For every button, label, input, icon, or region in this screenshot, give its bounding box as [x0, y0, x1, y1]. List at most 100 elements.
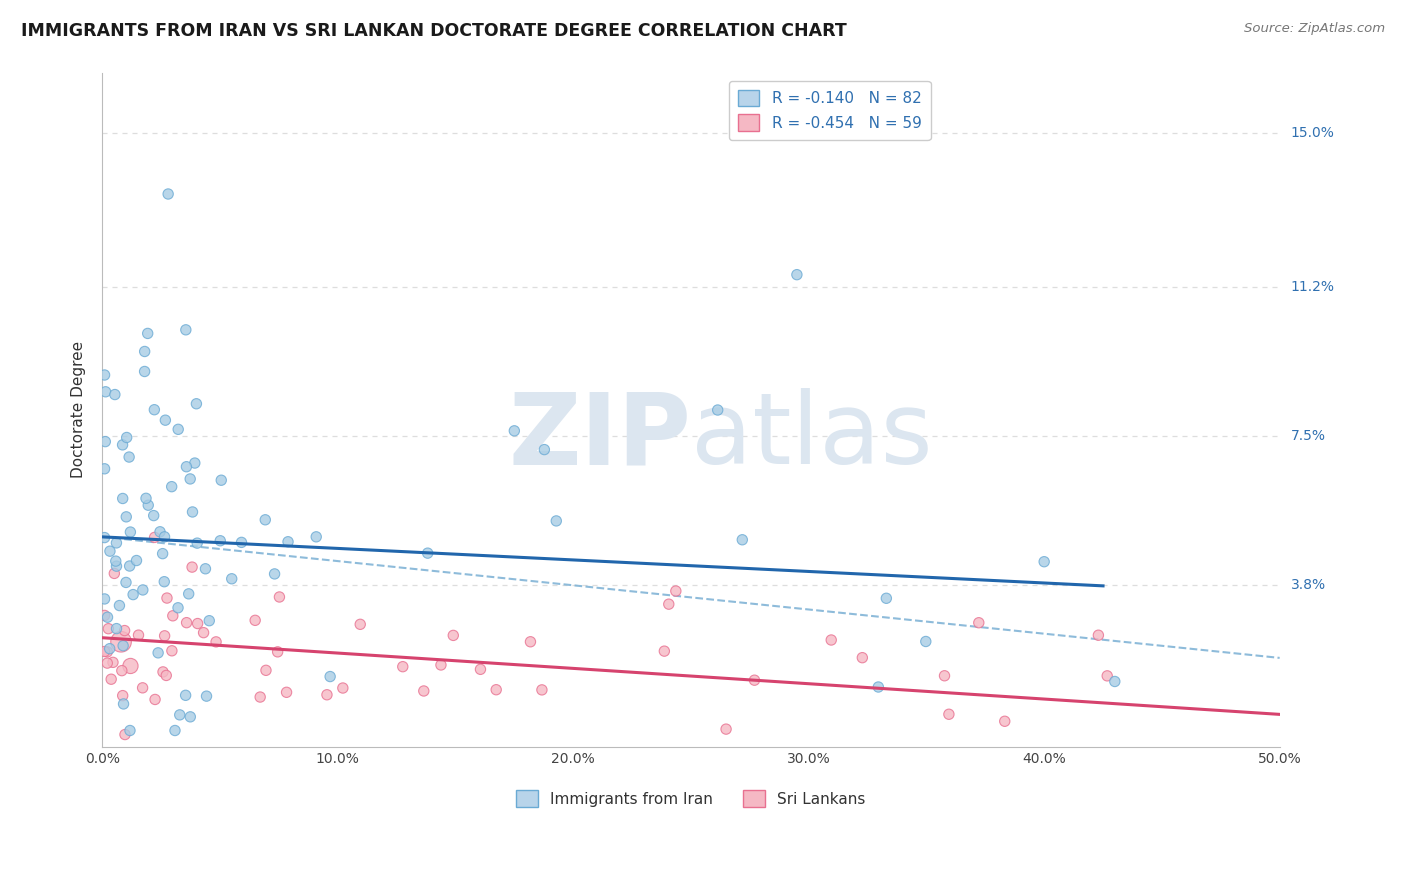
Point: [118, 559, 141, 574]
Point: [105, 536, 128, 550]
Point: [1104, 674, 1126, 689]
Point: [533, 442, 555, 457]
Point: [108, 599, 131, 613]
Point: [120, 659, 142, 673]
Point: [110, 634, 132, 648]
Point: [94, 434, 117, 449]
Point: [441, 628, 464, 642]
Point: [112, 697, 135, 711]
Point: [209, 533, 232, 548]
Point: [153, 574, 176, 589]
Point: [96, 656, 118, 670]
Point: [93, 531, 115, 545]
Text: atlas: atlas: [690, 388, 932, 485]
Point: [96, 645, 118, 659]
Point: [162, 608, 184, 623]
Point: [519, 634, 541, 648]
Point: [316, 688, 339, 702]
Point: [146, 646, 169, 660]
Point: [115, 430, 138, 444]
Point: [104, 554, 127, 568]
Point: [125, 553, 148, 567]
Point: [118, 723, 141, 738]
Point: [820, 632, 842, 647]
Point: [1033, 555, 1056, 569]
Point: [149, 524, 172, 539]
Point: [153, 530, 176, 544]
Point: [97, 622, 120, 636]
Point: [412, 684, 434, 698]
Point: [194, 562, 217, 576]
Point: [731, 533, 754, 547]
Point: [868, 680, 890, 694]
Point: [103, 566, 125, 581]
Point: [115, 575, 138, 590]
Point: [153, 629, 176, 643]
Point: [875, 591, 897, 606]
Point: [111, 689, 134, 703]
Point: [994, 714, 1017, 729]
Point: [665, 584, 688, 599]
Point: [305, 530, 328, 544]
Text: Source: ZipAtlas.com: Source: ZipAtlas.com: [1244, 22, 1385, 36]
Point: [136, 326, 159, 341]
Point: [131, 681, 153, 695]
Point: [132, 582, 155, 597]
Point: [94, 384, 117, 399]
Point: [470, 662, 492, 676]
Point: [98, 544, 121, 558]
Point: [105, 622, 128, 636]
Point: [186, 397, 208, 411]
Point: [93, 608, 115, 623]
Point: [744, 673, 766, 688]
Text: 7.5%: 7.5%: [1291, 429, 1326, 443]
Point: [254, 663, 277, 677]
Point: [179, 472, 201, 486]
Point: [416, 546, 439, 560]
Point: [934, 669, 956, 683]
Point: [167, 600, 190, 615]
Point: [177, 587, 200, 601]
Point: [152, 547, 174, 561]
Point: [658, 597, 681, 611]
Point: [143, 402, 166, 417]
Point: [391, 659, 413, 673]
Point: [430, 657, 453, 672]
Point: [93, 368, 115, 382]
Point: [93, 591, 115, 606]
Point: [100, 672, 122, 686]
Point: [115, 509, 138, 524]
Point: [155, 668, 177, 682]
Point: [714, 722, 737, 736]
Point: [266, 645, 288, 659]
Text: 15.0%: 15.0%: [1291, 127, 1334, 140]
Point: [193, 625, 215, 640]
Text: IMMIGRANTS FROM IRAN VS SRI LANKAN DOCTORATE DEGREE CORRELATION CHART: IMMIGRANTS FROM IRAN VS SRI LANKAN DOCTO…: [21, 22, 846, 40]
Y-axis label: Doctorate Degree: Doctorate Degree: [72, 342, 86, 478]
Point: [187, 616, 209, 631]
Point: [319, 669, 342, 683]
Point: [277, 534, 299, 549]
Point: [179, 710, 201, 724]
Point: [186, 536, 208, 550]
Text: ZIP: ZIP: [508, 388, 690, 485]
Point: [198, 614, 221, 628]
Point: [184, 456, 207, 470]
Point: [209, 473, 232, 487]
Point: [134, 364, 156, 378]
Point: [654, 644, 676, 658]
Point: [143, 530, 166, 544]
Point: [155, 413, 177, 427]
Point: [122, 588, 145, 602]
Point: [1095, 669, 1118, 683]
Point: [1087, 628, 1109, 642]
Point: [93, 644, 115, 658]
Point: [174, 323, 197, 337]
Point: [786, 268, 808, 282]
Text: 3.8%: 3.8%: [1291, 578, 1326, 592]
Point: [332, 681, 354, 695]
Point: [104, 387, 127, 401]
Point: [152, 665, 174, 679]
Point: [967, 615, 990, 630]
Point: [128, 628, 150, 642]
